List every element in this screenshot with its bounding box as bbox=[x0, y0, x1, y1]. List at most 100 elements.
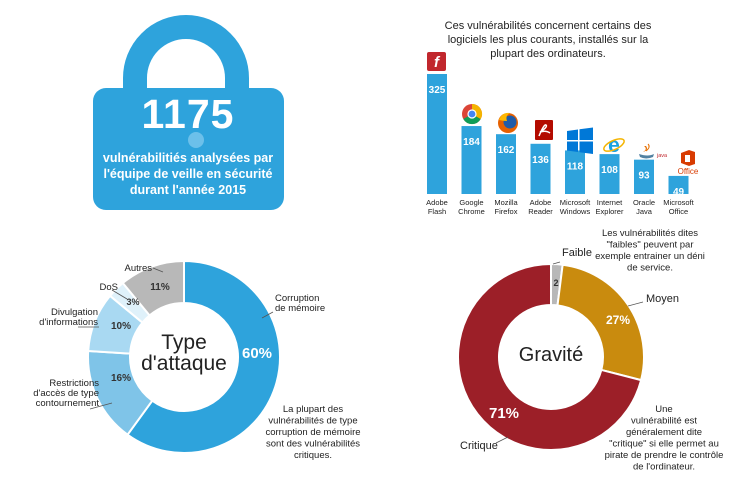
faible-note: Les vulnérabilités dites"faibles" peuven… bbox=[595, 228, 705, 274]
lock-text-line3: durant l'année 2015 bbox=[130, 183, 246, 197]
faible-note-line-3: exemple entrainer un déni bbox=[595, 251, 705, 262]
firefox-icon bbox=[498, 112, 518, 133]
bar-label-mozilla-firefox-2: Firefox bbox=[495, 207, 518, 216]
slice-critique bbox=[457, 262, 643, 451]
slice-label-corruption-de-memoire-2: de mémoire bbox=[275, 303, 325, 314]
bar-label-oracle-java-1: Oracle bbox=[633, 198, 655, 207]
slice-value-restrictions-d-acces-de-type-contournement: 16% bbox=[111, 373, 131, 384]
bar-mozilla-firefox bbox=[496, 134, 516, 194]
attack-center-line1: Type bbox=[161, 331, 207, 354]
slice-value-critique: 71% bbox=[489, 405, 519, 422]
slice-value-divulgation-d-informations: 10% bbox=[111, 321, 131, 332]
bar-label-adobe-reader-1: Adobe bbox=[530, 198, 552, 207]
attack-note-line-1: La plupart des bbox=[283, 404, 343, 415]
critique-note-line-4: "critique" si elle permet au bbox=[609, 439, 719, 450]
bar-label-adobe-reader-2: Reader bbox=[528, 207, 553, 216]
ie-icon: e bbox=[603, 134, 625, 157]
slice-leader-autres bbox=[152, 267, 164, 273]
slice-leader-faible bbox=[552, 261, 561, 265]
attack-note-line-5: critiques. bbox=[294, 450, 332, 461]
lock-number: 1175 bbox=[142, 91, 235, 137]
faible-note-line-4: de service. bbox=[627, 263, 673, 274]
slice-autres bbox=[121, 259, 185, 317]
java-icon-text: java bbox=[656, 153, 668, 159]
bar-label-microsoft-windows-1: Microsoft bbox=[560, 198, 591, 207]
gravity-donut: 2 27% 71% Faible Moyen Critique bbox=[457, 247, 679, 452]
critique-note-line-1: Une bbox=[655, 404, 672, 415]
gravity-center-label: Gravité bbox=[519, 344, 583, 366]
bar-microsoft-windows bbox=[565, 150, 585, 194]
office-icon: Office bbox=[678, 150, 699, 176]
slice-label-dos-1: DoS bbox=[100, 282, 118, 293]
flash-icon: f bbox=[427, 52, 446, 71]
critique-note-line-5: pirate de prendre le contrôle bbox=[605, 450, 724, 461]
critique-note-line-2: vulnérabilité est bbox=[631, 416, 697, 427]
slice-moyen bbox=[556, 263, 645, 382]
bar-internet-explorer bbox=[599, 154, 620, 194]
slice-value-faible: 2 bbox=[553, 278, 558, 288]
bar-value-microsoft-windows: 118 bbox=[567, 161, 584, 172]
lock-keyhole bbox=[188, 132, 204, 148]
slice-label-critique: Critique bbox=[460, 440, 498, 452]
bar-label-internet-explorer-1: Internet bbox=[597, 198, 623, 207]
bar-label-internet-explorer-2: Explorer bbox=[596, 207, 624, 216]
slice-label-restrictions-d-acces-de-type-contournement-2: d'accès de type bbox=[33, 388, 99, 399]
slice-label-divulgation-d-informations-1: Divulgation bbox=[51, 307, 98, 318]
faible-note-line-1: Les vulnérabilités dites bbox=[602, 228, 698, 239]
slice-leader-restrictions-d-acces-de-type-contournement bbox=[89, 402, 113, 410]
lock-shackle bbox=[123, 15, 249, 95]
bar-label-mozilla-firefox-1: Mozilla bbox=[494, 198, 518, 207]
slice-label-divulgation-d-informations-2: d'informations bbox=[39, 317, 98, 328]
svg-text:f: f bbox=[434, 54, 441, 71]
software-intro-line3: plupart des ordinateurs. bbox=[490, 48, 606, 60]
bar-google-chrome bbox=[461, 126, 482, 194]
attack-note-line-3: corruption de mémoire bbox=[265, 427, 360, 438]
slice-leader-moyen bbox=[627, 301, 644, 307]
attack-note-line-2: vulnérabilités de type bbox=[268, 416, 357, 427]
lock-body bbox=[93, 88, 284, 210]
chrome-icon bbox=[462, 103, 483, 125]
bar-adobe-reader bbox=[530, 143, 551, 194]
slice-label-autres-1: Autres bbox=[125, 263, 153, 274]
bar-label-adobe-flash-2: Flash bbox=[428, 207, 446, 216]
critique-note-line-6: de l'ordinateur. bbox=[633, 462, 695, 473]
java-icon: java bbox=[639, 143, 668, 159]
slice-label-corruption-de-memoire-1: Corruption bbox=[275, 293, 319, 304]
software-intro: Ces vulnérabilités concernent certains d… bbox=[445, 20, 652, 60]
bar-value-adobe-flash: 325 bbox=[429, 85, 446, 96]
reader-icon bbox=[535, 120, 553, 140]
slice-value-corruption-de-memoire: 60% bbox=[242, 345, 272, 362]
bar-value-oracle-java: 93 bbox=[638, 171, 650, 182]
bar-microsoft-office bbox=[668, 175, 689, 194]
software-intro-line1: Ces vulnérabilités concernent certains d… bbox=[445, 20, 652, 32]
slice-leader-dos bbox=[111, 289, 128, 300]
bar-label-microsoft-windows-2: Windows bbox=[560, 207, 591, 216]
lock-graphic: 1175 vulnérabilitiés analysées par l'équ… bbox=[93, 15, 284, 210]
slice-value-autres: 11% bbox=[150, 282, 170, 293]
slice-leader-corruption-de-memoire bbox=[261, 311, 274, 319]
bar-label-google-chrome-2: Chrome bbox=[458, 207, 485, 216]
lock-text-line2: l'équipe de veille en sécurité bbox=[103, 167, 272, 181]
slice-label-restrictions-d-acces-de-type-contournement-3: contournement bbox=[36, 398, 100, 409]
bar-adobe-flash bbox=[427, 74, 447, 194]
slice-label-moyen: Moyen bbox=[646, 293, 679, 305]
bar-label-adobe-flash-1: Adobe bbox=[426, 198, 448, 207]
slice-label-faible: Faible bbox=[562, 247, 592, 259]
attack-note-line-4: sont des vulnérabilités bbox=[266, 439, 360, 450]
svg-text:e: e bbox=[608, 134, 620, 157]
bar-value-mozilla-firefox: 162 bbox=[498, 145, 515, 156]
lock-text-line1: vulnérabilitiés analysées par bbox=[103, 151, 273, 165]
faible-note-line-2: "faibles" peuvent par bbox=[606, 240, 693, 251]
bar-label-microsoft-office-1: Microsoft bbox=[663, 198, 694, 207]
attack-center-label: Type d'attaque bbox=[141, 331, 227, 375]
attack-center-line2: d'attaque bbox=[141, 352, 227, 375]
software-icons: f e bbox=[427, 52, 699, 176]
slice-value-moyen: 27% bbox=[606, 313, 630, 327]
software-intro-line2: logiciels les plus courants, installés s… bbox=[448, 34, 649, 46]
software-bar-chart: 325AdobeFlash184GoogleChrome162MozillaFi… bbox=[426, 74, 695, 216]
office-icon-text: Office bbox=[678, 167, 699, 176]
